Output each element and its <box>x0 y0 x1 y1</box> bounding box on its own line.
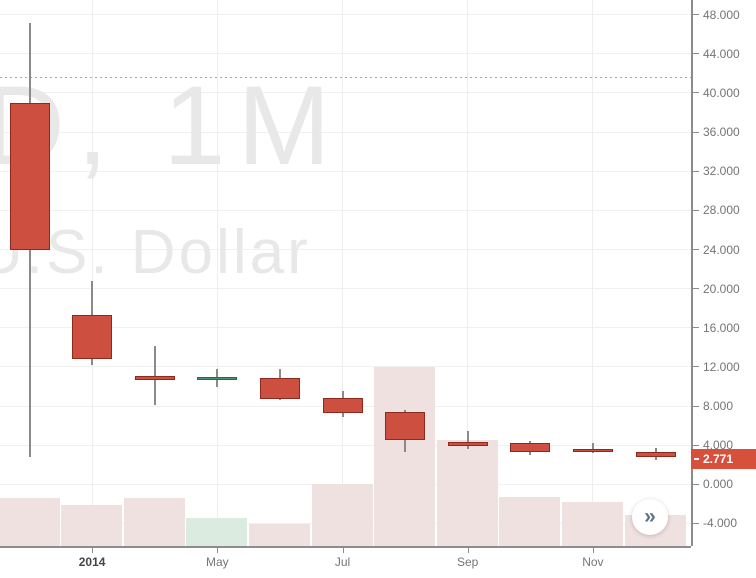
price-axis-label: 8.000 <box>703 399 734 414</box>
price-label-tick <box>694 458 699 461</box>
price-chart-pane[interactable]: D, 1M U.S. Dollar <box>0 0 691 546</box>
candle-wick <box>591 443 594 454</box>
volume-bar <box>311 484 373 546</box>
volume-bar <box>186 518 248 546</box>
candle-body <box>134 375 175 381</box>
volume-bar <box>374 367 436 546</box>
time-axis-tick <box>592 548 594 553</box>
horizontal-gridline <box>0 327 691 329</box>
price-axis-label: 28.000 <box>703 203 740 218</box>
price-axis-label: 36.000 <box>703 125 740 140</box>
last-price-label: 2.771 <box>691 449 756 470</box>
vertical-gridline <box>467 0 469 546</box>
volume-bar <box>123 498 185 546</box>
double-chevron-right-icon: » <box>644 504 656 528</box>
price-axis-label: -4.000 <box>703 516 738 531</box>
price-axis-tick <box>693 288 699 290</box>
horizontal-gridline <box>0 444 691 446</box>
price-axis-label: 40.000 <box>703 85 740 100</box>
price-axis-tick <box>693 483 699 485</box>
horizontal-gridline <box>0 249 691 251</box>
price-axis-tick <box>693 366 699 368</box>
horizontal-gridline <box>0 131 691 133</box>
price-axis-label: 0.000 <box>703 477 734 492</box>
price-axis-tick <box>693 14 699 16</box>
time-axis-label: Sep <box>457 555 479 569</box>
horizontal-gridline <box>0 170 691 172</box>
candle-body <box>259 378 300 400</box>
time-axis-label: Nov <box>582 555 604 569</box>
volume-bar <box>561 502 623 546</box>
time-axis-border <box>0 546 691 548</box>
price-axis-tick <box>693 522 699 524</box>
scroll-to-realtime-button[interactable]: » <box>632 499 668 535</box>
horizontal-gridline <box>0 53 691 55</box>
horizontal-gridline <box>0 288 691 290</box>
last-price-value: 2.771 <box>703 452 734 467</box>
vertical-gridline <box>91 0 93 546</box>
price-axis-tick <box>693 92 699 94</box>
candle-body <box>510 443 551 453</box>
candle-body <box>447 441 488 447</box>
candle-body <box>635 451 676 458</box>
horizontal-gridline <box>0 366 691 368</box>
vertical-gridline <box>592 0 594 546</box>
price-axis-tick <box>693 405 699 407</box>
price-axis-tick <box>693 249 699 251</box>
volume-bar <box>499 497 561 546</box>
volume-bar <box>436 440 498 546</box>
candle-body <box>385 411 426 440</box>
price-axis-label: 4.000 <box>703 438 734 453</box>
candle-body <box>72 315 113 360</box>
vertical-gridline <box>342 0 343 546</box>
candle-wick <box>466 431 469 450</box>
time-axis-tick <box>217 548 219 553</box>
price-axis-label: 16.000 <box>703 320 740 335</box>
volume-bar <box>61 505 123 546</box>
candle-body <box>9 102 50 251</box>
volume-bar <box>0 498 60 546</box>
time-axis-label: Jul <box>334 555 351 569</box>
volume-bar <box>248 524 310 546</box>
candle-body <box>322 398 363 413</box>
horizontal-gridline <box>0 92 691 94</box>
horizontal-gridline <box>0 14 691 16</box>
price-level-line <box>0 77 691 79</box>
price-axis-tick <box>693 327 699 329</box>
price-axis-tick <box>693 209 699 211</box>
vertical-gridline <box>216 0 218 546</box>
price-axis-tick <box>693 131 699 133</box>
price-axis-label: 32.000 <box>703 164 740 179</box>
time-axis-tick <box>342 548 344 553</box>
candle-body <box>197 376 238 380</box>
price-axis-label: 12.000 <box>703 359 740 374</box>
price-axis-tick <box>693 444 699 446</box>
time-axis-label: 2014 <box>78 555 106 569</box>
watermark-symbol-timeframe: D, 1M <box>0 63 343 188</box>
price-axis[interactable]: 2.771 48.000 44.000 40.000 36.000 32.000 28.0… <box>691 0 756 546</box>
price-axis-tick <box>693 170 699 172</box>
candle-wick <box>153 346 156 406</box>
candle-body <box>572 449 613 453</box>
price-axis-label: 48.000 <box>703 7 740 22</box>
price-axis-label: 24.000 <box>703 242 740 257</box>
time-axis[interactable]: 2014 May Jul Sep Nov <box>0 546 756 578</box>
price-axis-label: 20.000 <box>703 281 740 296</box>
time-axis-tick <box>467 548 469 553</box>
time-axis-label: May <box>205 555 229 569</box>
price-axis-label: 44.000 <box>703 46 740 61</box>
price-axis-tick <box>693 53 699 55</box>
time-axis-tick <box>92 548 94 553</box>
horizontal-gridline <box>0 209 691 211</box>
